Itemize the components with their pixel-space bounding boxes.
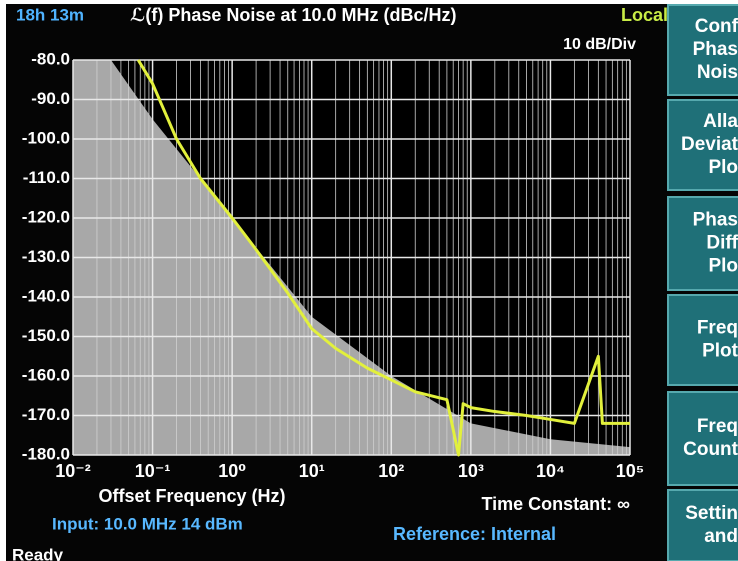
menu-label: Nois [697, 62, 738, 83]
menu-label: Plo [708, 256, 738, 277]
scale-label: 10 dB/Div [563, 36, 636, 53]
menu-label: Conf [695, 16, 738, 37]
y-tick-label: -140.0 [22, 286, 70, 305]
y-tick-label: -180.0 [22, 444, 70, 463]
menu-label: Alla [703, 111, 738, 132]
reference-info: Reference: Internal [393, 524, 556, 544]
y-tick-label: -100.0 [22, 128, 70, 147]
y-tick-label: -130.0 [22, 247, 70, 266]
y-tick-label: -80.0 [31, 49, 70, 68]
state: Ready [12, 545, 64, 561]
status: 18h 13m [16, 5, 84, 24]
x-tick-label: 10⁻¹ [135, 461, 171, 481]
plot: -80.0 -90.0 -100.0 -110.0 -120.0 -130.0 -140.0… [22, 49, 644, 480]
menu-button[interactable] [667, 196, 738, 291]
menu-button[interactable] [667, 391, 738, 486]
menu-label: Diff [706, 233, 738, 254]
menu-label: Freq [697, 318, 738, 339]
chart-title: ℒ(f) Phase Noise at 10.0 MHz (dBc/Hz) [130, 5, 456, 25]
x-tick-label: 10³ [458, 461, 484, 481]
time-constant: Time Constant: ∞ [481, 494, 630, 514]
y-tick-label: -160.0 [22, 365, 70, 384]
x-axis-label: Offset Frequency (Hz) [98, 486, 285, 506]
menu-button[interactable] [667, 99, 738, 191]
menu-label: Deviat [681, 134, 738, 155]
x-tick-label: 10² [378, 461, 404, 481]
side-menu: ConfPhasNoisAllaDeviatPloPhasDiffPloFreq… [667, 4, 738, 561]
menu-button[interactable] [667, 489, 738, 561]
phase-noise-trace [136, 59, 630, 457]
x-tick-label: 10⁵ [616, 461, 644, 481]
y-tick-label: -110.0 [23, 168, 70, 187]
x-tick-label: 10⁰ [218, 461, 246, 481]
menu-label: Freq [697, 416, 738, 437]
x-tick-label: 10⁻² [55, 461, 91, 481]
y-tick-label: -120.0 [22, 207, 70, 226]
y-tick-label: -90.0 [31, 89, 70, 108]
y-tick-label: -170.0 [22, 405, 70, 424]
menu-label: Phas [693, 39, 738, 60]
menu-button[interactable] [667, 294, 738, 386]
menu-label: Count [683, 439, 738, 460]
menu-label: Phas [693, 210, 738, 231]
menu-label: Settin [685, 503, 738, 524]
y-tick-label: -150.0 [22, 326, 70, 345]
noise-floor-area [73, 60, 630, 455]
menu-label: Plo [708, 157, 738, 178]
x-tick-label: 10⁴ [536, 461, 565, 481]
menu-button[interactable] [667, 4, 738, 96]
menu-label: and [704, 526, 738, 547]
input-info: Input: 10.0 MHz 14 dBm [52, 514, 243, 533]
menu-label: Plot [702, 341, 738, 362]
mode: Local [621, 5, 668, 25]
x-tick-label: 10¹ [299, 461, 325, 481]
